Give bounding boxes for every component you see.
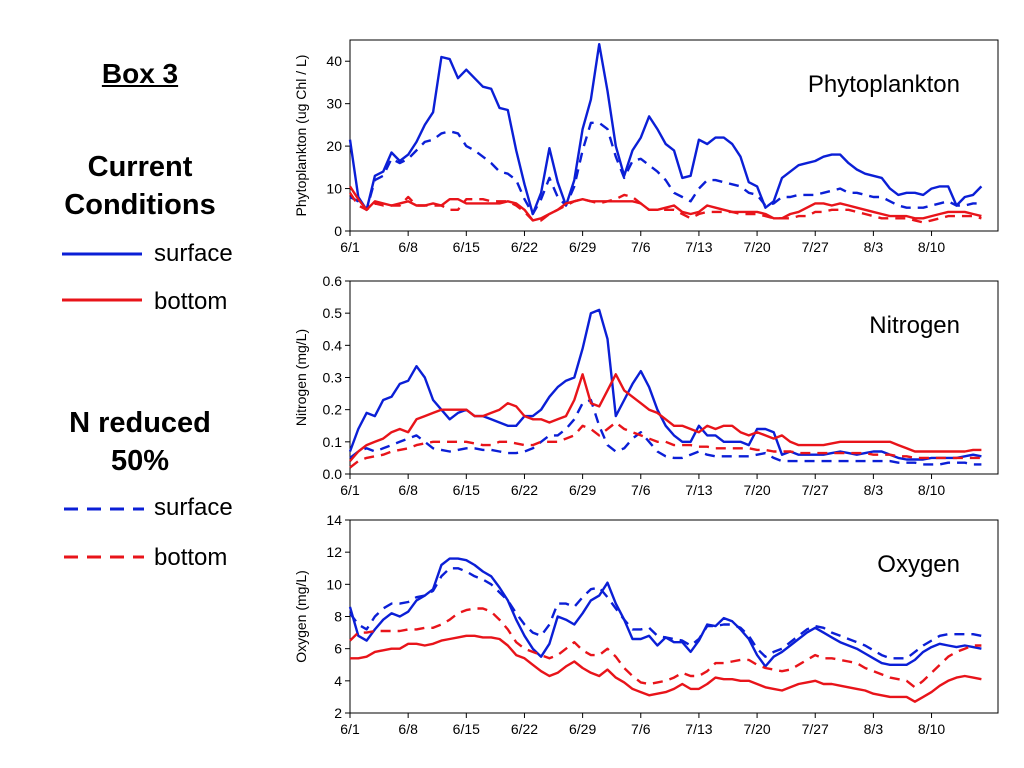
chart-phytoplankton: 0 10 20 30 40 6/1 6/8 6/15 6/22 6/29 7/6 7/13 7/20 7/… (293, 39, 999, 255)
x-tick-label: 6/29 (569, 239, 596, 255)
series-line-bottom-solid (348, 185, 982, 222)
x-tick-label: 7/27 (802, 482, 829, 498)
series-line-bottom-dashed (349, 421, 982, 469)
x-tick-label: 6/22 (511, 482, 538, 498)
y-tick-label: 2 (334, 705, 342, 721)
y-tick-label: 14 (326, 512, 342, 528)
x-tick-label: 6/29 (569, 482, 596, 498)
current-conditions-line2: Conditions (64, 189, 216, 221)
series-line-surface-dashed (349, 398, 982, 466)
x-tick-label: 7/6 (631, 721, 651, 737)
x-tick-label: 7/13 (685, 721, 712, 737)
series-line-surface-dashed (349, 567, 982, 660)
x-tick-label: 8/10 (918, 239, 945, 255)
x-tick-label: 6/29 (569, 721, 596, 737)
y-tick-label: 40 (326, 53, 342, 69)
series-line-bottom-dashed (348, 192, 982, 224)
x-tick-label: 7/27 (802, 721, 829, 737)
box-title: Box 3 (101, 58, 179, 89)
y-tick-label: 0.1 (323, 434, 343, 450)
x-tick-label: 8/3 (864, 721, 884, 737)
chart-title: Nitrogen (869, 312, 960, 339)
n-reduced-line2: 50% (110, 445, 170, 477)
n-reduced-heading: N reduced 50% (30, 404, 250, 480)
n-reduced-line1: N reduced (69, 407, 211, 439)
y-tick-label: 10 (326, 576, 342, 592)
y-tick-label: 20 (326, 138, 342, 154)
y-tick-label: 8 (334, 609, 342, 625)
series-line-surface-dashed (349, 121, 982, 216)
x-tick-label: 8/3 (864, 239, 884, 255)
x-tick-label: 7/20 (743, 482, 770, 498)
y-tick-label: 0.3 (323, 370, 343, 386)
chart-oxygen: 2 4 6 8 10 12 14 6/1 6/8 6/15 6/22 6/29 7/6 7/13 7/20 7… (293, 512, 999, 737)
x-tick-label: 6/22 (511, 239, 538, 255)
legend-label-nred-bottom: bottom (154, 544, 228, 571)
x-tick-label: 6/15 (453, 239, 480, 255)
x-tick-label: 7/20 (743, 721, 770, 737)
x-tick-label: 7/13 (685, 239, 712, 255)
legend-label-current-bottom: bottom (154, 288, 228, 315)
x-tick-label: 6/8 (398, 482, 418, 498)
x-tick-label: 8/10 (918, 482, 945, 498)
series-line-bottom-solid (349, 373, 982, 462)
x-tick-label: 6/15 (453, 721, 480, 737)
series-line-surface-solid (348, 43, 983, 216)
x-tick-label: 7/27 (802, 239, 829, 255)
chart-title: Phytoplankton (808, 71, 960, 98)
y-tick-label: 30 (326, 96, 342, 112)
x-tick-label: 8/3 (864, 482, 884, 498)
y-tick-label: 0.5 (323, 305, 343, 321)
y-tick-label: 0 (334, 223, 342, 239)
x-tick-label: 6/22 (511, 721, 538, 737)
x-tick-label: 6/8 (398, 721, 418, 737)
x-tick-label: 7/6 (631, 482, 651, 498)
y-tick-label: 4 (334, 673, 342, 689)
current-conditions-line1: Current (87, 151, 193, 183)
series-line-bottom-dashed (349, 607, 982, 689)
chart-title: Oxygen (877, 551, 960, 578)
y-axis-label: Nitrogen (mg/L) (293, 329, 309, 426)
y-axis-label: Phytoplankton (ug Chl / L) (293, 55, 309, 217)
y-tick-label: 0.0 (323, 466, 343, 482)
x-tick-label: 7/13 (685, 482, 712, 498)
x-tick-label: 6/1 (340, 239, 360, 255)
y-tick-label: 10 (326, 181, 342, 197)
x-tick-label: 8/10 (918, 721, 945, 737)
legend-label-nred-surface: surface (154, 494, 233, 521)
y-tick-label: 12 (326, 544, 342, 560)
x-tick-label: 6/1 (340, 482, 360, 498)
x-tick-label: 7/20 (743, 239, 770, 255)
x-tick-label: 6/1 (340, 721, 360, 737)
y-tick-label: 6 (334, 641, 342, 657)
plot-frame (349, 39, 999, 232)
x-tick-label: 7/6 (631, 239, 651, 255)
series-line-surface-solid (348, 308, 982, 461)
y-tick-label: 0.2 (323, 402, 343, 418)
y-tick-label: 0.6 (323, 273, 343, 289)
current-conditions-heading: Current Conditions (30, 148, 250, 224)
y-tick-label: 0.4 (323, 337, 343, 353)
x-tick-label: 6/15 (453, 482, 480, 498)
legend-label-current-surface: surface (154, 240, 233, 267)
chart-nitrogen: 0.0 0.1 0.2 0.3 0.4 0.5 0.6 6/1 6/8 6/15 6/22 6/29 7… (293, 273, 999, 498)
x-tick-label: 6/8 (398, 239, 418, 255)
series-line-bottom-solid (350, 634, 982, 703)
plot-frame (349, 519, 999, 714)
y-axis-label: Oxygen (mg/L) (293, 570, 309, 663)
legend-swatches (62, 252, 144, 559)
